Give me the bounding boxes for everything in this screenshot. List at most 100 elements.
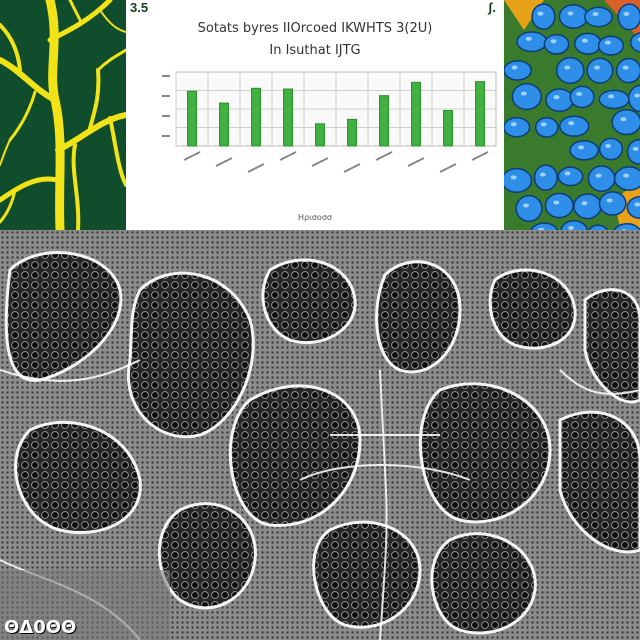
chart-bar (475, 81, 485, 147)
berry-highlight (622, 65, 629, 70)
berry (515, 194, 543, 223)
berry-highlight (632, 146, 639, 151)
berry-highlight (576, 91, 583, 96)
berry (558, 4, 589, 29)
chart-bar (219, 102, 229, 147)
berry-highlight (525, 36, 532, 41)
x-tick-mark (247, 163, 265, 173)
berry-highlight (550, 39, 557, 44)
chart-panel: 3.5 ʃ. Sotats byres IIOrcoed IKWHTS 3(2U… (126, 0, 504, 230)
berry-highlight (581, 38, 588, 43)
berry-highlight (620, 117, 627, 122)
berry-drawing (504, 0, 640, 246)
berry (598, 89, 630, 110)
chart-title-line-1: Sotats byres IIOrcoed IKWHTS 3(2U) (197, 21, 433, 36)
berry-highlight (623, 11, 630, 16)
berry-highlight (511, 65, 518, 70)
berry (543, 33, 570, 55)
berry (573, 32, 602, 55)
berry-highlight (553, 200, 560, 205)
berry-highlight (604, 144, 611, 149)
berry (555, 56, 585, 85)
chart-title-block: Sotats byres IIOrcoed IKWHTS 3(2U) In Is… (126, 18, 504, 62)
mesh-structure-drawing (0, 230, 640, 640)
berry-highlight (539, 172, 546, 177)
berry-highlight (634, 202, 640, 207)
berry (504, 167, 533, 194)
x-tick-mark (471, 151, 489, 161)
berry (584, 6, 613, 28)
berry (629, 32, 640, 53)
chart-bar (443, 109, 453, 147)
berry (559, 115, 590, 137)
berry-highlight (606, 198, 613, 203)
chart-grid (175, 71, 497, 147)
berry-highlight (581, 201, 588, 206)
berry (573, 193, 602, 220)
berry (626, 195, 640, 220)
berry (626, 139, 640, 165)
berry (617, 3, 640, 31)
x-tick-mark (311, 157, 329, 167)
chart-footer-label: Ηρισοσσ (298, 213, 332, 222)
berry-highlight (567, 11, 574, 16)
berry-highlight (592, 11, 599, 16)
branch-drawing (0, 0, 126, 230)
berry-highlight (568, 226, 575, 231)
berry (511, 82, 542, 111)
berry (544, 192, 574, 219)
x-tick-mark (439, 163, 457, 173)
x-tick-mark (375, 151, 393, 161)
x-tick-mark (279, 151, 297, 161)
berry-highlight (553, 95, 560, 100)
berry (587, 165, 616, 193)
berry (616, 57, 640, 84)
berry (557, 166, 584, 187)
chart-title-line-2: In Isuthat IJTG (269, 43, 361, 58)
berry-highlight (578, 145, 585, 150)
berry-illustration (504, 0, 640, 246)
berry (545, 88, 574, 113)
berry-highlight (510, 175, 517, 180)
berry (586, 57, 614, 84)
bar-chart: Ηρισοσσ (162, 71, 497, 222)
berry-highlight (634, 93, 640, 98)
berry (598, 191, 627, 216)
corner-watermark-label: ΘΔ0ΘΘ (4, 617, 77, 638)
berry-highlight (520, 91, 527, 96)
x-tick-mark (407, 157, 425, 167)
berry (597, 35, 625, 56)
berry-highlight (593, 65, 600, 70)
chart-bar (283, 88, 293, 147)
berry-highlight (595, 173, 602, 178)
chart-bars (187, 81, 485, 147)
berry (533, 164, 558, 191)
chart-corner-right: ʃ. (488, 0, 496, 15)
berry-highlight (623, 173, 630, 178)
berry (613, 166, 640, 191)
x-tick-mark (343, 163, 361, 173)
berry-highlight (522, 203, 529, 208)
berry (534, 117, 559, 138)
berry (569, 140, 600, 161)
berry (569, 85, 595, 109)
x-tick-mark (215, 157, 233, 167)
berry (504, 60, 532, 81)
chart-bar (315, 123, 325, 147)
chart-x-ticks (162, 75, 489, 173)
chart-bar (347, 118, 357, 147)
berry (598, 137, 624, 161)
berry-highlight (540, 122, 547, 127)
berry (504, 116, 531, 138)
chart-corner-left: 3.5 (130, 0, 149, 15)
berry (628, 84, 640, 113)
berry-highlight (564, 171, 571, 176)
berry-highlight (604, 40, 611, 45)
berry-highlight (564, 65, 571, 70)
berry-highlight (608, 94, 615, 99)
berry (516, 31, 548, 53)
chart-bar (379, 95, 389, 147)
x-tick-mark (183, 151, 201, 161)
berry-highlight (537, 11, 544, 16)
chart-bar (187, 90, 197, 147)
